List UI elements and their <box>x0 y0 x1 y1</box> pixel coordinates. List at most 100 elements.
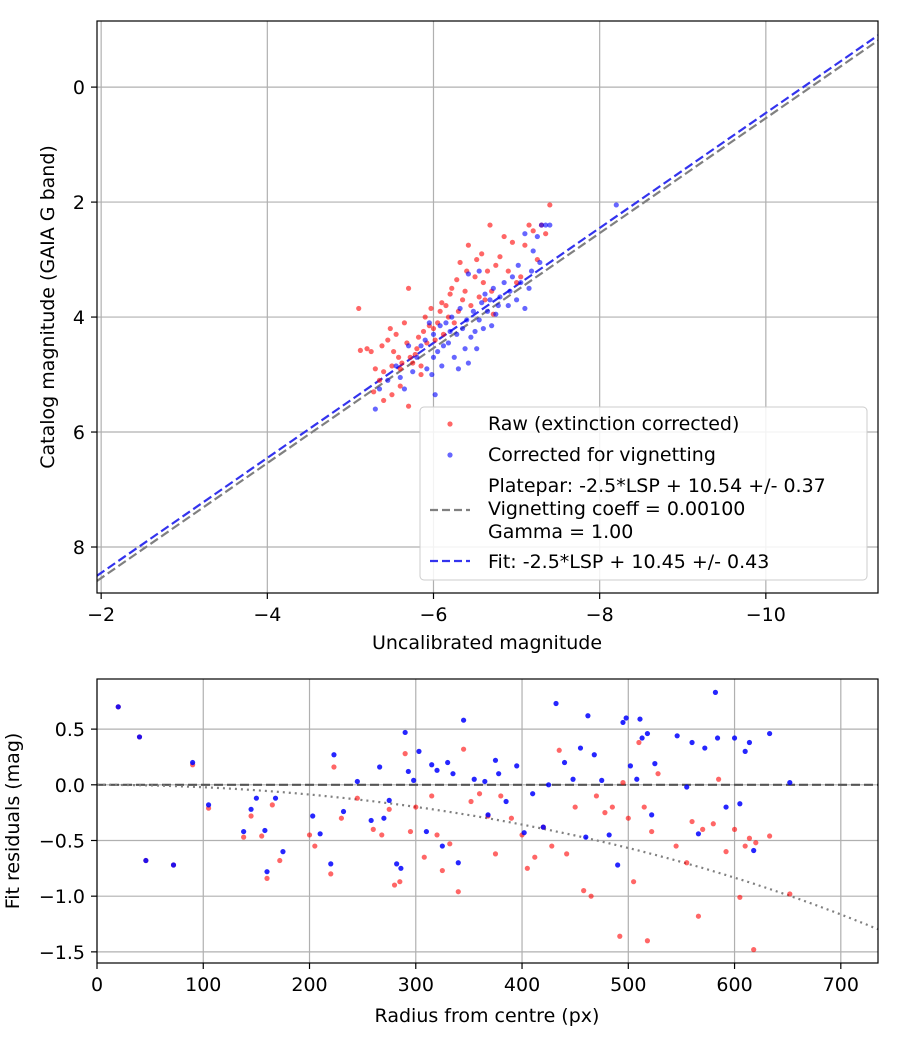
raw-residual-point <box>644 938 651 944</box>
corrected-residual-point <box>405 768 411 775</box>
legend-platepar-label: Platepar: -2.5*LSP + 10.54 +/- 0.37 Vigne… <box>488 475 826 543</box>
top-y-axis-label: Catalog magnitude (GAIA G band) <box>37 145 59 469</box>
raw-point <box>381 397 387 404</box>
corrected-point <box>493 311 499 317</box>
corrected-point <box>432 392 438 398</box>
corrected-point <box>480 325 486 332</box>
corrected-point <box>414 354 420 360</box>
corrected-point <box>513 297 520 303</box>
corrected-residual-point <box>615 862 621 868</box>
raw-point <box>414 346 420 352</box>
raw-point <box>399 360 405 366</box>
corrected-residual-point <box>606 832 612 838</box>
corrected-point <box>470 308 476 314</box>
bottom-scatter-points <box>115 689 793 953</box>
corrected-point <box>447 328 453 335</box>
raw-point <box>530 228 536 234</box>
raw-point <box>468 302 474 309</box>
bottom-x-tick-label: 400 <box>504 974 540 996</box>
corrected-residual-point <box>272 795 279 801</box>
raw-residual-point <box>631 879 637 885</box>
corrected-residual-point <box>702 745 708 751</box>
bottom-plot-area <box>97 679 878 963</box>
corrected-residual-point <box>712 689 719 695</box>
raw-point <box>439 300 445 306</box>
corrected-residual-point <box>262 827 268 834</box>
raw-residual-point <box>617 933 623 939</box>
raw-point <box>459 297 466 303</box>
corrected-point <box>501 279 507 286</box>
corrected-residual-point <box>445 759 451 766</box>
corrected-residual-point <box>381 815 387 821</box>
corrected-point <box>543 222 549 228</box>
legend-box <box>419 406 868 581</box>
raw-residual-point <box>593 793 600 799</box>
corrected-residual-point <box>746 739 753 746</box>
top-y-tick-label: 4 <box>73 307 85 329</box>
raw-residual-point <box>331 764 337 770</box>
corrected-residual-point <box>471 776 477 782</box>
raw-residual-point <box>338 815 344 821</box>
raw-point <box>497 254 503 260</box>
corrected-residual-point <box>674 733 680 739</box>
corrected-point <box>530 248 536 254</box>
corrected-residual-point <box>115 704 121 710</box>
raw-residual-point <box>655 771 661 777</box>
corrected-residual-point <box>205 802 212 808</box>
corrected-residual-point <box>714 735 721 741</box>
raw-point <box>480 279 486 286</box>
raw-residual-point <box>564 851 570 857</box>
raw-residual-point <box>751 947 757 953</box>
corrected-point <box>424 366 430 372</box>
raw-point <box>397 366 403 372</box>
top-y-tick-label: 8 <box>73 537 85 559</box>
corrected-residual-point <box>328 861 334 867</box>
corrected-residual-point <box>368 817 374 824</box>
raw-residual-point <box>731 826 738 832</box>
corrected-residual-point <box>521 830 527 836</box>
raw-residual-point <box>716 776 722 782</box>
corrected-residual-point <box>496 771 502 777</box>
raw-residual-point <box>556 747 562 753</box>
corrected-residual-point <box>503 798 509 805</box>
raw-residual-point <box>767 833 773 839</box>
corrected-residual-point <box>439 843 445 849</box>
corrected-residual-point <box>402 729 408 736</box>
bottom-x-tick-label: 500 <box>610 974 646 996</box>
corrected-residual-point <box>398 865 404 871</box>
corrected-residual-point <box>310 813 316 819</box>
corrected-residual-point <box>637 716 643 722</box>
corrected-point <box>476 268 482 274</box>
corrected-point <box>547 222 553 228</box>
corrected-point <box>376 386 383 392</box>
raw-point <box>418 371 424 378</box>
bottom-reference-lines <box>97 783 878 931</box>
raw-point <box>454 277 460 283</box>
raw-point <box>472 274 478 280</box>
corrected-residual-point <box>411 777 417 783</box>
raw-residual-point <box>581 888 587 894</box>
raw-point <box>437 308 443 314</box>
raw-residual-point <box>609 804 615 810</box>
legend-platepar-line-text: Gamma = 1.00 <box>488 521 633 543</box>
raw-point <box>420 328 427 335</box>
raw-point <box>418 363 424 369</box>
raw-point <box>391 348 397 355</box>
raw-residual-point <box>306 832 313 838</box>
raw-residual-point <box>447 841 453 847</box>
raw-point <box>447 291 453 297</box>
corrected-residual-point <box>530 791 536 797</box>
raw-point <box>357 347 363 354</box>
legend-platepar-line-text: Vignetting coeff = 0.00100 <box>488 498 745 520</box>
corrected-point <box>397 374 403 381</box>
top-x-tick-label: −8 <box>586 604 614 626</box>
bottom-chart: 0 100 200 300 400 500 600 700 0.5 0.0 −0.5 −1.0 −1.… <box>2 678 879 1027</box>
corrected-residual-point <box>620 719 626 726</box>
bottom-x-axis-label: Radius from centre (px) <box>375 1005 600 1027</box>
corrected-point <box>509 274 516 280</box>
corrected-point <box>613 202 619 208</box>
corrected-point <box>457 305 463 312</box>
corrected-point <box>372 406 378 412</box>
bottom-y-ticks: 0.5 0.0 −0.5 −1.0 −1.5 <box>39 719 97 964</box>
top-y-tick-label: 0 <box>73 77 85 99</box>
